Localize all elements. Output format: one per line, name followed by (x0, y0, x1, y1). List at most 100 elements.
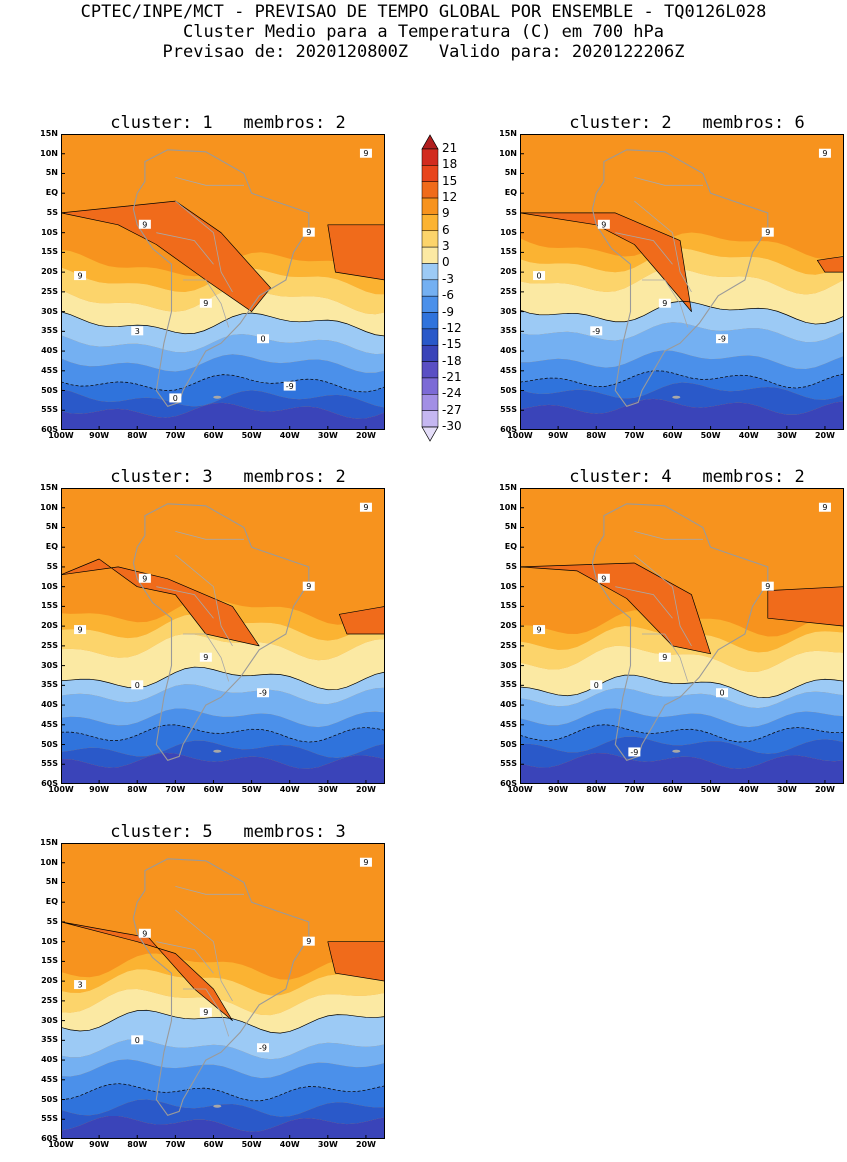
svg-text:0: 0 (594, 681, 599, 690)
colorbar-swatch (421, 426, 439, 442)
latitude-tick-label: 60S (500, 425, 517, 434)
latitude-tick-label: 45S (500, 365, 517, 375)
latitude-tick-label: 25S (41, 286, 58, 296)
longitude-tick-label: 30W (317, 431, 338, 440)
colorbar-level-label: -15 (442, 337, 462, 352)
latitude-tick-label: 40S (41, 700, 58, 710)
temperature-band-0-to-3 (520, 645, 844, 698)
colorbar-level-label: 12 (442, 190, 458, 205)
latitude-tick-label: 5N (504, 168, 517, 178)
colorbar-level-label: -27 (442, 402, 462, 417)
colorbar-swatch (421, 279, 439, 297)
map-panel-cluster-4: cluster: 4 membros: 2 9 9 9 9 9 0 0 -9 15N 10N 5N… (497, 467, 847, 807)
latitude-tick-label: 15N (40, 838, 58, 847)
latitude-tick-label: 5S (505, 207, 517, 217)
latitude-tick-label: 15S (500, 247, 517, 257)
map-frame (61, 843, 385, 1139)
contour-label: 9 (302, 581, 315, 591)
colorbar-swatch (421, 263, 439, 281)
latitude-tick-label: 60S (41, 425, 58, 434)
colorbar-swatch (421, 328, 439, 346)
temperature-band-minus9-to-minus6 (520, 350, 844, 389)
country-border (175, 177, 244, 186)
contour-label: 0 (169, 393, 182, 403)
latitude-tick-label: 25S (500, 286, 517, 296)
latitude-tick-label: 60S (41, 1134, 58, 1143)
temperature-band-minus3-to-0 (520, 675, 844, 709)
colorbar-level-label: 15 (442, 173, 458, 188)
longitude-tick-label: 80W (586, 785, 607, 794)
colorbar-level-label: 3 (442, 239, 450, 254)
latitude-tick-label: 10S (41, 227, 58, 237)
latitude-tick-label: 20S (41, 621, 58, 631)
svg-text:9: 9 (662, 299, 667, 308)
falkland-islands (672, 395, 681, 399)
temperature-band-minus6-to-minus3 (61, 684, 385, 728)
latitude-tick-label: 10S (41, 581, 58, 591)
colorbar-swatch (421, 165, 439, 182)
country-border (634, 554, 692, 647)
contour-label: 0 (716, 688, 729, 698)
colorbar-level-label: 21 (442, 141, 458, 155)
contour-label: 9 (658, 652, 671, 662)
contour-label: 9 (597, 573, 610, 583)
warm-region-above-9 (767, 586, 844, 627)
contour-line-0 (61, 311, 385, 337)
latitude-tick-label: 10N (499, 148, 517, 158)
contour-line-minus9 (61, 374, 385, 393)
contour-label: 9 (761, 581, 774, 591)
country-border (634, 177, 703, 186)
latitude-tick-label: 55S (41, 759, 58, 769)
continent-outline (591, 149, 769, 407)
svg-text:9: 9 (363, 149, 368, 158)
latitude-tick-label: 15S (41, 601, 58, 611)
map-panel-cluster-3: cluster: 3 membros: 2 9 9 9 9 9 0 -9 15N 10N 5N E… (38, 467, 418, 807)
longitude-tick-label: 70W (165, 785, 186, 794)
longitude-tick-label: 30W (776, 785, 797, 794)
svg-text:0: 0 (260, 335, 265, 344)
temperature-band-minus3-to-0 (61, 311, 385, 355)
colorbar-swatches (421, 134, 439, 442)
latitude-tick-label: 50S (41, 385, 58, 395)
longitude-tick-label: 60W (203, 431, 224, 440)
longitude-tick-label: 50W (241, 785, 262, 794)
longitude-tick-label: 40W (738, 431, 759, 440)
contour-label: 3 (131, 326, 144, 336)
colorbar-level-label: -12 (442, 320, 462, 335)
svg-text:0: 0 (173, 394, 178, 403)
longitude-tick-label: 20W (814, 431, 835, 440)
longitude-tick-label: 70W (165, 1140, 186, 1149)
latitude-tick-label: 15N (499, 129, 517, 138)
temperature-band-3-to-6 (520, 248, 844, 295)
latitude-tick-label: 25S (41, 640, 58, 650)
latitude-tick-label: 60S (41, 779, 58, 788)
contour-label: -9 (590, 326, 603, 336)
temperature-band-minus15-to-minus12 (520, 736, 844, 769)
country-border (642, 633, 689, 682)
map-frame (61, 488, 385, 784)
svg-text:9: 9 (662, 653, 667, 662)
country-border (634, 531, 703, 540)
contour-label: 9 (199, 652, 212, 662)
latitude-tick-label: 20S (500, 621, 517, 631)
colorbar-swatch (421, 214, 439, 232)
colorbar-swatch (421, 230, 439, 248)
country-border (615, 586, 673, 619)
longitude-tick-label: 30W (776, 431, 797, 440)
country-border (183, 633, 230, 682)
contour-label: 9 (658, 298, 671, 308)
svg-text:9: 9 (78, 626, 83, 635)
longitude-tick-label: 100W (48, 1140, 74, 1149)
header-line-2: Cluster Medio para a Temperatura (C) em … (182, 22, 665, 42)
warm-region-above-9 (520, 562, 711, 655)
temperature-band-minus9-to-minus6 (61, 708, 385, 743)
svg-text:9: 9 (306, 228, 311, 237)
svg-text:-9: -9 (592, 327, 600, 336)
temperature-band-below-minus15 (61, 402, 385, 430)
warm-region-above-9 (61, 200, 271, 312)
longitude-tick-label: 20W (355, 431, 376, 440)
svg-text:9: 9 (765, 582, 770, 591)
colorbar-level-label: -21 (442, 369, 462, 384)
contour-line-minus9 (520, 724, 844, 743)
latitude-tick-label: 15N (40, 483, 58, 492)
